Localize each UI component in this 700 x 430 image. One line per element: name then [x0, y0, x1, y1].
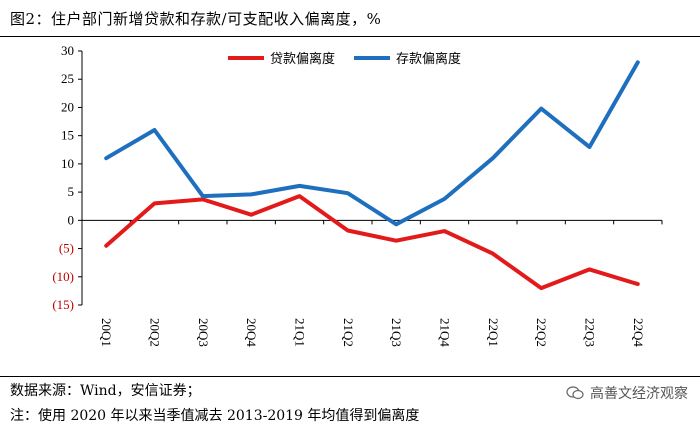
x-tick-label: 20Q3 — [196, 318, 211, 347]
x-tick-label: 20Q1 — [99, 318, 114, 347]
y-tick-label: (15) — [52, 297, 74, 312]
x-tick-label: 21Q3 — [389, 318, 404, 347]
y-tick-label: 30 — [61, 43, 74, 58]
y-tick-label: (10) — [52, 269, 74, 284]
x-tick-label: 21Q4 — [438, 318, 453, 347]
x-tick-label: 20Q2 — [148, 318, 163, 347]
y-tick-label: 20 — [61, 99, 74, 114]
y-tick-label: 0 — [68, 212, 75, 227]
series-line-loan — [104, 194, 640, 291]
legend-label: 贷款偏离度 — [270, 51, 335, 67]
y-tick-label: 10 — [61, 156, 74, 171]
x-tick-label: 22Q4 — [631, 318, 646, 347]
x-tick-label: 21Q1 — [293, 318, 308, 347]
top-rule — [0, 36, 700, 37]
x-tick-label: 22Q3 — [583, 318, 598, 347]
series-line-deposit — [104, 60, 640, 227]
watermark-text: 高善文经济观察 — [590, 386, 688, 402]
x-tick-label: 20Q4 — [244, 318, 259, 347]
chart-title: 图2：住户部门新增贷款和存款/可支配收入偏离度，% — [10, 10, 382, 28]
legend: 贷款偏离度 存款偏离度 — [228, 51, 461, 67]
line-chart: 30 25 20 15 10 5 0 (5) (10) (15) 20Q1 20Q2 20Q3 20Q4 2… — [52, 43, 663, 347]
legend-label: 存款偏离度 — [396, 51, 461, 67]
y-tick-label: 5 — [68, 184, 75, 199]
source-text: 数据来源：Wind，安信证券； — [10, 383, 201, 399]
x-tick-label: 22Q2 — [534, 318, 549, 347]
watermark: 高善文经济观察 — [566, 383, 688, 403]
note-text: 注：使用 2020 年以来当季值减去 2013-2019 年均值得到偏离度 — [10, 408, 420, 424]
y-tick-label: 15 — [61, 128, 74, 143]
y-tick-label: (5) — [59, 241, 74, 256]
x-tick-label: 21Q2 — [341, 318, 356, 347]
y-tick-label: 25 — [61, 71, 74, 86]
axes: 30 25 20 15 10 5 0 (5) (10) (15) 20Q1 20Q2 20Q3 20Q4 2… — [52, 43, 663, 347]
wechat-icon — [566, 386, 584, 400]
bottom-rule — [0, 376, 700, 377]
x-tick-label: 22Q1 — [486, 318, 501, 347]
series-layer — [104, 60, 640, 291]
